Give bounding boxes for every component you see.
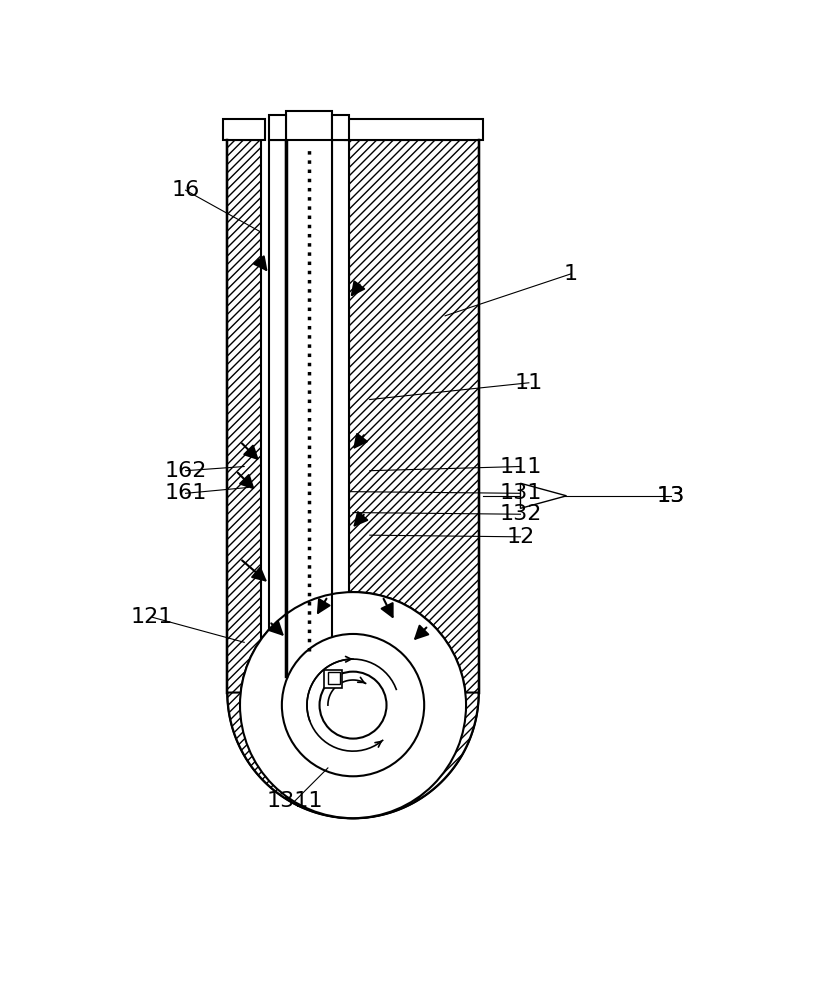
Bar: [349, 140, 479, 693]
Bar: [332, 140, 349, 676]
Bar: [270, 140, 286, 676]
Bar: [286, 111, 332, 140]
Text: 13: 13: [657, 486, 685, 506]
Bar: [328, 672, 339, 684]
Bar: [344, 119, 483, 140]
Text: 132: 132: [499, 504, 542, 524]
Circle shape: [240, 592, 466, 818]
Bar: [270, 115, 286, 140]
Text: 16: 16: [171, 180, 200, 200]
Text: 121: 121: [131, 607, 173, 627]
Polygon shape: [521, 483, 566, 508]
Circle shape: [282, 634, 424, 776]
Bar: [223, 119, 265, 140]
Text: 131: 131: [499, 483, 542, 503]
Text: 13: 13: [657, 486, 685, 506]
Text: 161: 161: [165, 483, 207, 503]
Bar: [332, 115, 349, 140]
PathPatch shape: [228, 693, 479, 818]
Text: 1: 1: [564, 264, 578, 284]
Text: 12: 12: [507, 527, 534, 547]
Bar: [323, 670, 342, 688]
Circle shape: [319, 672, 386, 739]
Bar: [228, 140, 261, 693]
Circle shape: [319, 672, 386, 739]
Text: 11: 11: [515, 373, 543, 393]
Bar: [286, 140, 332, 676]
Circle shape: [282, 634, 424, 776]
Text: 1311: 1311: [266, 791, 323, 811]
Text: 162: 162: [165, 461, 207, 481]
Circle shape: [240, 592, 466, 818]
Text: 111: 111: [499, 457, 542, 477]
